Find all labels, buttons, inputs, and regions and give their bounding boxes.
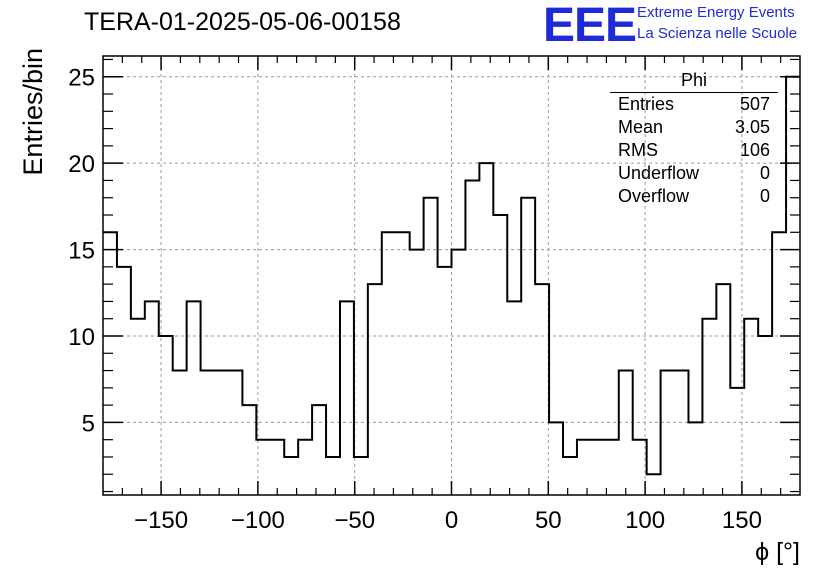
stats-label: RMS — [618, 140, 658, 160]
x-tick-label: 100 — [625, 507, 665, 534]
x-axis-label: ϕ [°] — [755, 538, 800, 566]
stats-row-overflow: Overflow 0 — [610, 185, 778, 208]
plot-frame — [102, 55, 801, 496]
stats-row-mean: Mean 3.05 — [610, 116, 778, 139]
stats-value: 106 — [739, 140, 770, 160]
stats-row-entries: Entries 507 — [610, 93, 778, 116]
x-tick-label: 50 — [535, 507, 562, 534]
stats-box: Phi Entries 507 Mean 3.05 RMS 106 Underf… — [610, 70, 778, 208]
stats-label: Entries — [618, 94, 675, 114]
stats-value: 507 — [739, 94, 770, 114]
stats-label: Overflow — [618, 186, 690, 206]
x-tick-label: −50 — [334, 507, 375, 534]
logo-line-1: Extreme Energy Events — [637, 4, 795, 21]
stats-label: Mean — [618, 117, 664, 137]
y-tick-label: 15 — [68, 238, 95, 265]
y-tick-label: 5 — [82, 410, 95, 437]
y-tick-label: 25 — [68, 65, 95, 92]
stats-value: 0 — [759, 186, 770, 206]
axis-ticks — [103, 56, 800, 495]
y-tick-label: 10 — [68, 324, 95, 351]
stats-value: 3.05 — [734, 117, 770, 137]
tick-labels: −150 −100 −50 0 50 100 150 5 10 15 20 25 — [68, 65, 762, 534]
stats-label: Underflow — [618, 163, 700, 183]
stats-title: Phi — [610, 70, 778, 93]
x-tick-label: −150 — [134, 507, 188, 534]
y-tick-label: 20 — [68, 151, 95, 178]
stats-row-underflow: Underflow 0 — [610, 162, 778, 185]
y-axis-label: Entries/bin — [18, 48, 48, 176]
logo-line-2: La Scienza nelle Scuole — [637, 25, 798, 42]
histogram-line — [103, 75, 800, 476]
stats-row-rms: RMS 106 — [610, 139, 778, 162]
stats-value: 0 — [759, 163, 770, 183]
eee-logo: EEE — [543, 0, 637, 52]
x-tick-label: 150 — [722, 507, 762, 534]
x-tick-label: 0 — [445, 507, 458, 534]
run-title: TERA-01-2025-05-06-00158 — [84, 8, 401, 36]
x-tick-label: −100 — [231, 507, 285, 534]
